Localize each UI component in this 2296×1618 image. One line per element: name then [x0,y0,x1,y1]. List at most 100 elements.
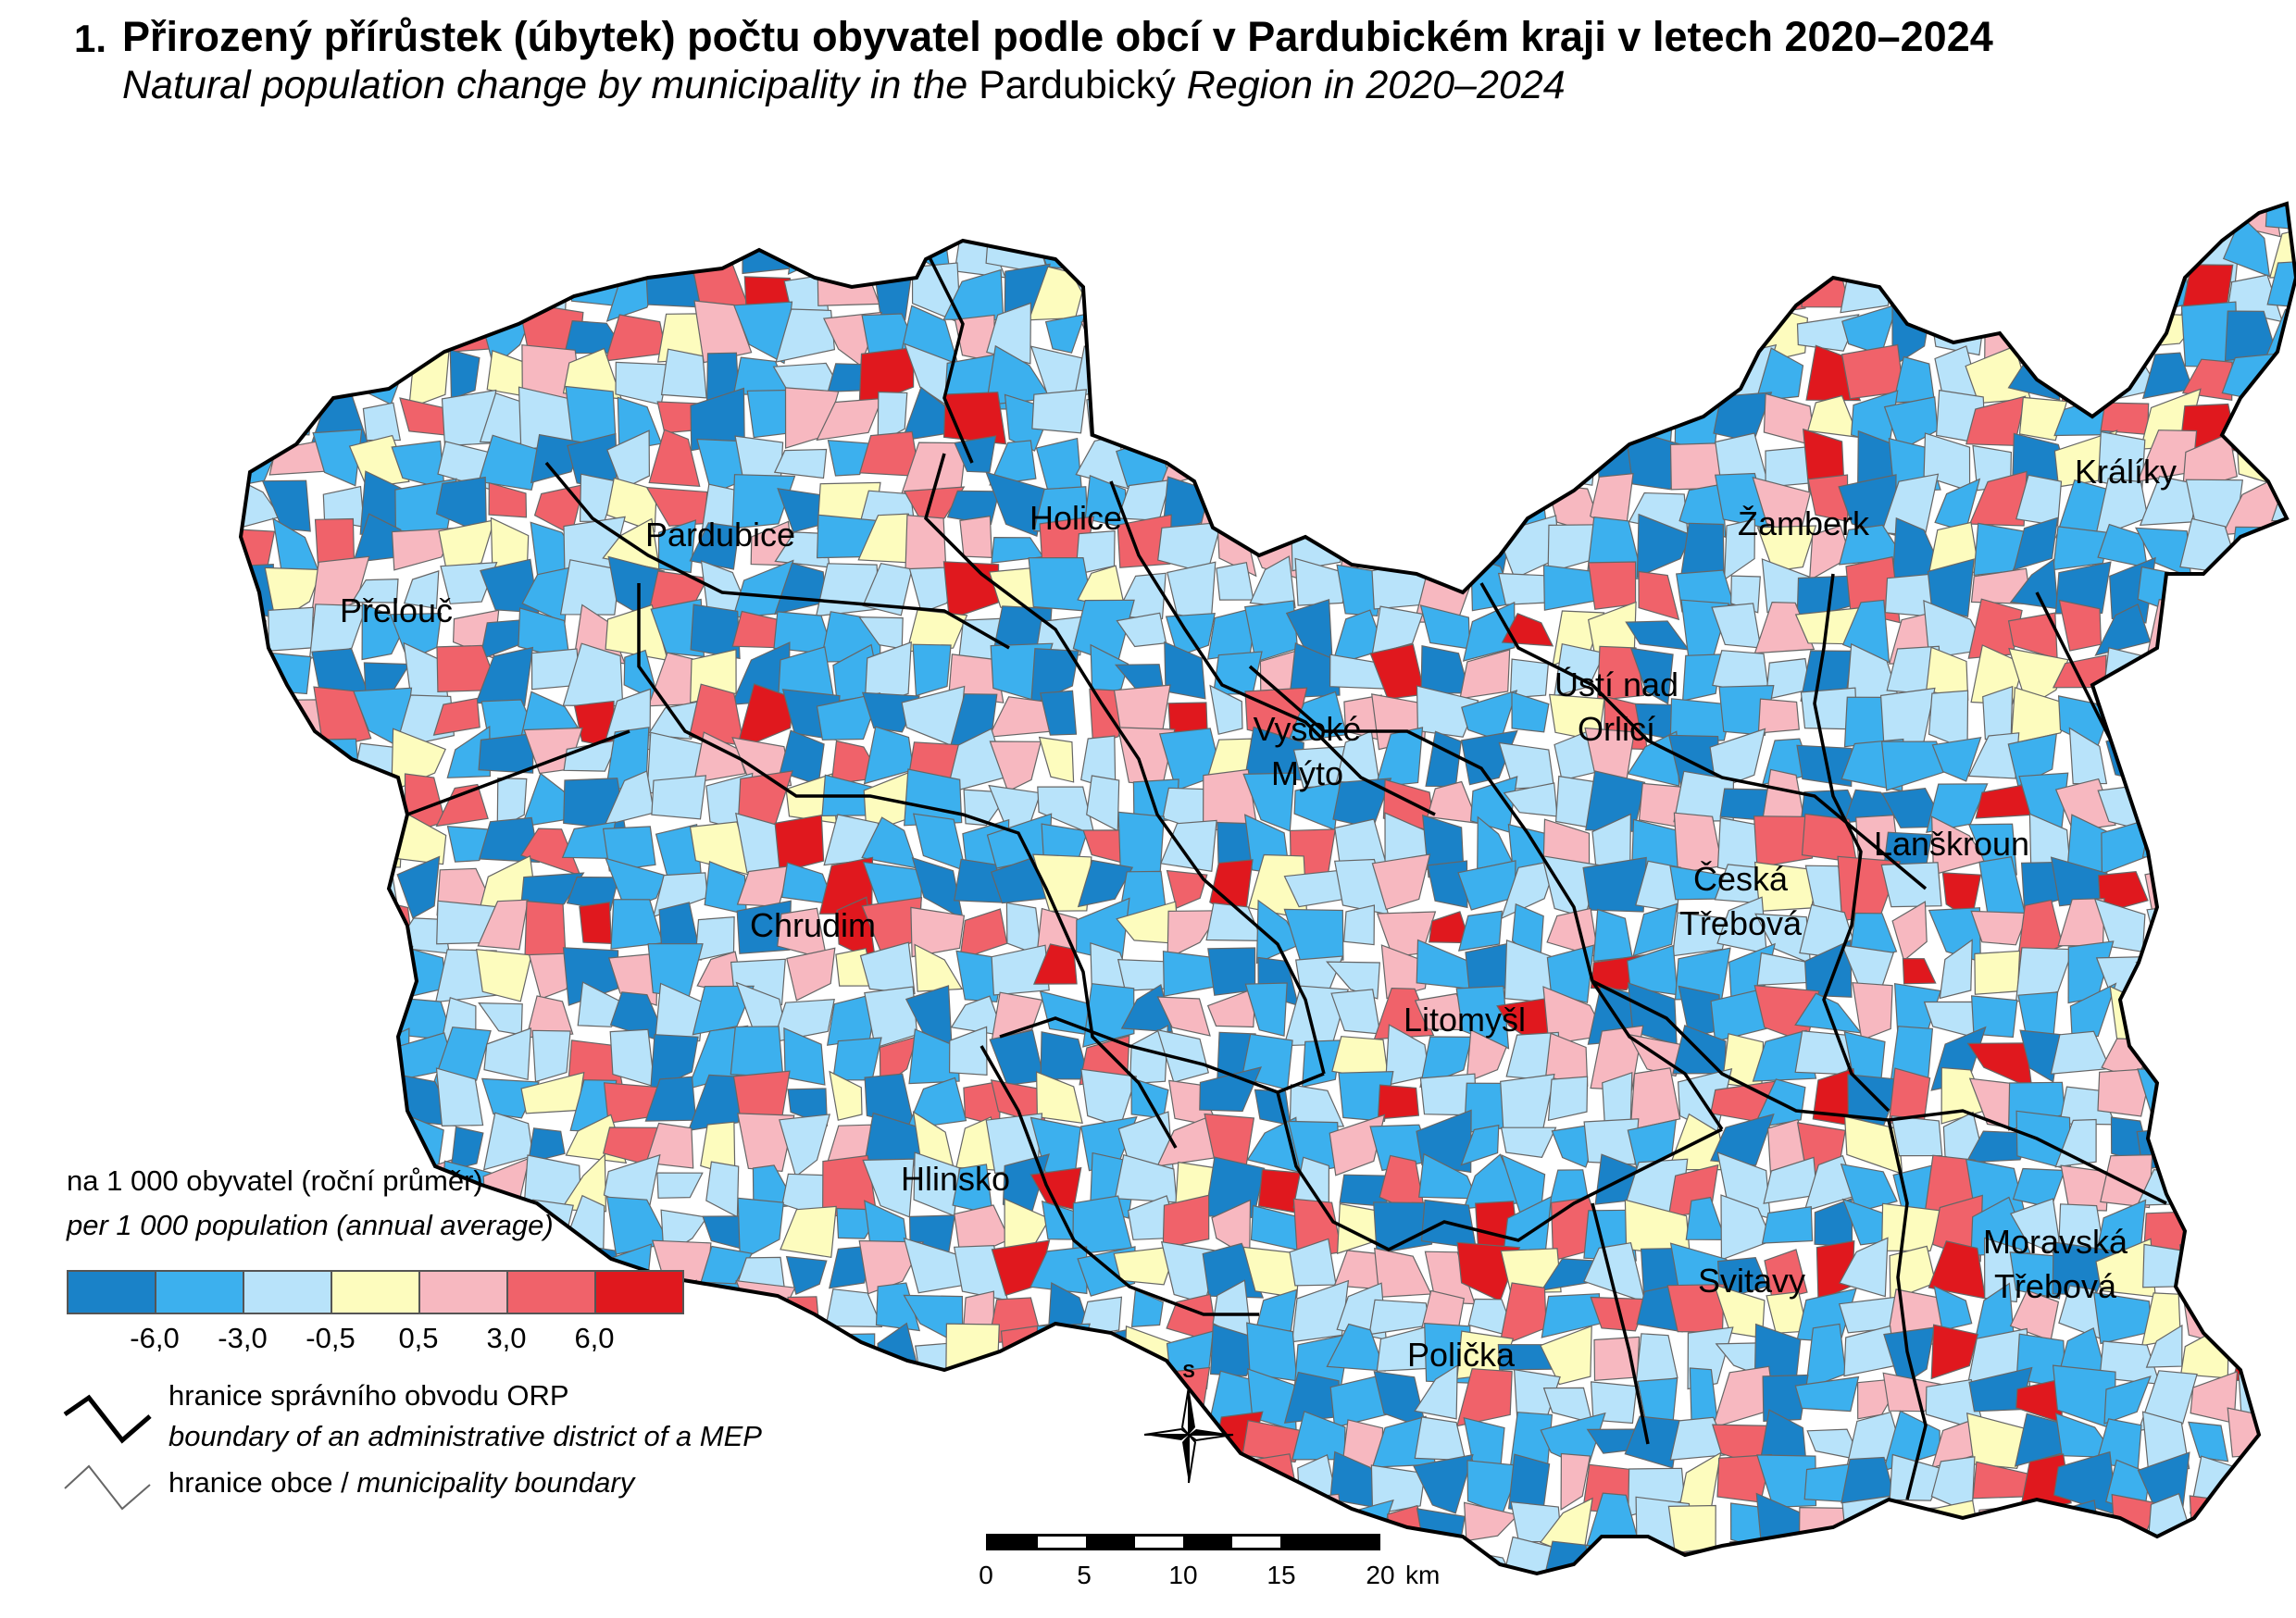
municipality-area [2104,217,2159,263]
municipality-area [2102,264,2151,325]
municipality-area [1028,556,1094,613]
municipality-area [775,308,836,363]
municipality-area [306,824,370,865]
municipality-area [496,777,528,831]
municipality-area [689,218,748,274]
municipality-area [1678,1590,1724,1618]
municipality-area [2060,1164,2110,1212]
municipality-area [772,1547,821,1574]
municipality-area [241,657,283,708]
municipality-area [693,300,753,364]
municipality-area [531,1029,571,1083]
municipality-area [2188,1421,2229,1462]
municipality-area [2263,1024,2296,1092]
municipality-area [2265,902,2296,959]
municipality-area [2141,820,2194,858]
municipality-area [1716,204,1766,230]
legend-muni: hranice obce / municipality boundary [168,1466,634,1500]
municipality-area [1371,853,1431,911]
municipality-area [660,348,707,399]
municipality-area [902,204,951,238]
municipality-area [2187,1042,2242,1090]
municipality-area [774,814,825,873]
municipality-area [1497,365,1556,400]
municipality-area [477,899,530,951]
municipality-area [1035,1071,1083,1125]
municipality-area [2146,904,2190,948]
municipality-area [264,872,328,913]
municipality-area [1546,204,1597,237]
municipality-area [1216,561,1254,601]
city-label-holice: Holice [1029,499,1122,537]
municipality-area [2055,204,2115,227]
municipality-area [705,1161,740,1218]
orp-boundary-line [924,453,1326,1075]
municipality-area [2137,1068,2198,1122]
municipality-area [783,1027,826,1086]
municipality-area [241,303,287,357]
municipality-area [1342,432,1391,489]
orp-boundary-line [1591,1202,1650,1445]
municipality-area [2237,991,2288,1034]
municipality-area [1370,258,1434,316]
municipality-area [1560,1452,1591,1511]
municipality-area [2236,865,2269,912]
municipality-area [1031,853,1092,912]
municipality-area [1669,274,1721,313]
municipality-area [525,995,574,1039]
north-arrow-south [1188,1432,1197,1484]
municipality-area [241,204,274,238]
municipality-area [1204,436,1261,480]
municipality-area [649,1502,701,1560]
municipality-area [2050,312,2114,356]
scale-seg-7 [1280,1537,1329,1548]
municipality-area [483,1027,532,1081]
municipality-area [2178,1120,2234,1175]
municipality-area [484,204,535,232]
municipality-area [2189,1495,2237,1544]
municipality-area [325,738,360,788]
municipality-area [269,984,325,1044]
municipality-area [864,1368,907,1423]
municipality-area [1206,987,1256,1028]
municipality-area [1159,428,1205,488]
municipality-area [2139,1543,2182,1574]
municipality-area [987,696,1053,738]
scale-seg-6 [1231,1537,1280,1548]
municipality-area [2143,770,2199,834]
municipality-area [1547,1076,1589,1122]
municipality-area [1075,1371,1129,1418]
municipality-area [2015,1550,2064,1574]
municipality-area [1035,437,1083,493]
municipality-area [2185,940,2245,1004]
municipality-area [1213,651,1263,695]
municipality-area [2097,1067,2152,1117]
municipality-area [1719,1539,1773,1574]
municipality-area [1965,1412,2031,1469]
city-label-usti-line1: Ústí nad [1554,666,1678,703]
municipality-area [434,222,490,280]
municipality-area [1456,1586,1517,1618]
municipality-area [1377,1084,1420,1120]
municipality-area [829,1070,863,1121]
scale-seg-3 [1086,1537,1135,1548]
municipality-area [996,1470,1040,1506]
municipality-area [782,1581,829,1618]
map-title-cz: Přirozený přírůstek (úbytek) počtu obyva… [122,13,1993,60]
municipality-area [576,228,623,280]
municipality-area [1029,1246,1088,1295]
municipality-area [1242,1246,1302,1299]
municipality-area [2271,1457,2296,1508]
municipality-area [1116,311,1175,367]
municipality-area [1339,1174,1389,1208]
municipality-area [520,1071,585,1114]
municipality-area [2146,1587,2199,1618]
municipality-area [391,204,442,239]
municipality-area [312,429,363,487]
municipality-area [2012,1581,2073,1618]
municipality-area [1675,204,1730,220]
municipality-area [658,1364,710,1422]
municipality-area [579,902,612,945]
municipality-area [1587,220,1639,274]
municipality-area [348,775,391,825]
